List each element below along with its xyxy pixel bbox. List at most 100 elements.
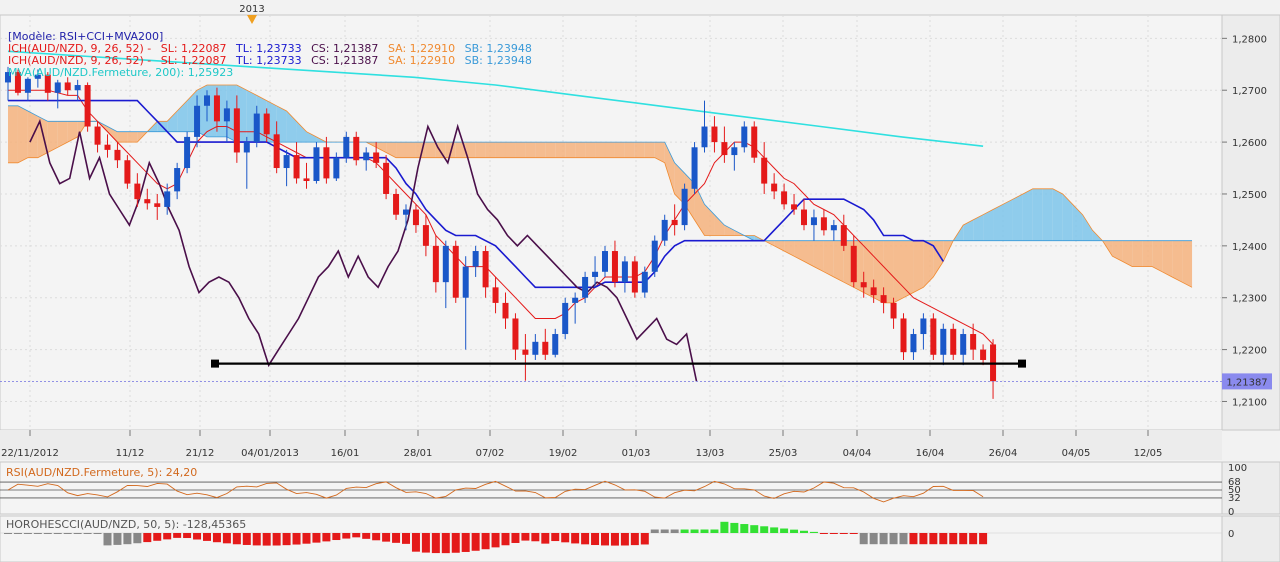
candle-body xyxy=(74,85,81,91)
cloud-segment xyxy=(485,142,496,158)
cci-bar xyxy=(451,533,460,553)
rsi-tick-label: 100 xyxy=(1228,463,1247,474)
x-tick-label: 04/01/2013 xyxy=(241,448,299,459)
x-tick-label: 22/11/2012 xyxy=(1,448,59,459)
mva200-line xyxy=(7,50,984,147)
year-marker-icon[interactable] xyxy=(247,15,257,24)
cci-bar xyxy=(133,533,142,544)
candle-body xyxy=(631,261,638,293)
main-axis-panel xyxy=(1221,14,1280,431)
cci-bar xyxy=(849,533,858,534)
cci-bar xyxy=(173,533,182,538)
cloud-segment xyxy=(515,142,526,158)
cloud-segment xyxy=(406,142,416,158)
cci-label: HOROHESCCI(AUD/NZD, 50, 5): -128,45365 xyxy=(6,518,246,531)
cci-bar xyxy=(282,533,291,546)
candle-body xyxy=(820,217,827,231)
legend-sb: SB: 1,23948 xyxy=(464,54,532,67)
cci-bar xyxy=(203,533,211,541)
cci-bar xyxy=(909,533,918,545)
candle-body xyxy=(731,147,738,156)
cci-bar xyxy=(879,533,888,545)
cloud-segment xyxy=(605,142,615,158)
y-tick-label: 1,2800 xyxy=(1232,34,1267,45)
candles xyxy=(5,66,997,399)
legend-sl: SL: 1,22087 xyxy=(160,54,227,67)
cloud-segment xyxy=(794,240,804,262)
cloud-segment xyxy=(276,105,287,143)
cci-bar xyxy=(392,533,401,543)
x-tick-label: 21/12 xyxy=(186,448,215,459)
cci-bar xyxy=(491,533,500,548)
candle-body xyxy=(283,155,290,169)
candle-body xyxy=(850,245,857,283)
candle-body xyxy=(860,282,867,288)
cloud-segment xyxy=(1112,240,1123,262)
cci-bar xyxy=(660,529,669,533)
cci-bar xyxy=(83,533,92,534)
cci-bar xyxy=(53,533,62,534)
legend-cs: CS: 1,21387 xyxy=(311,42,379,55)
candle-body xyxy=(383,162,390,194)
candle-body xyxy=(701,126,708,148)
rsi-label: RSI(AUD/NZD.Fermeture, 5): 24,20 xyxy=(6,466,197,479)
candle-body xyxy=(711,126,718,143)
cloud-segment xyxy=(535,142,546,158)
cloud-segment xyxy=(973,214,984,241)
cci-bar xyxy=(183,533,192,539)
cci-bar xyxy=(780,528,789,533)
cci-bar xyxy=(561,533,570,543)
cci-bar xyxy=(103,533,112,546)
cci-bar xyxy=(610,533,619,546)
cci-bar xyxy=(481,533,490,550)
candle-body xyxy=(293,155,300,179)
cci-bar xyxy=(670,529,679,533)
cloud-segment xyxy=(475,142,486,158)
cci-bar xyxy=(770,527,779,533)
y-tick-label: 1,2500 xyxy=(1232,190,1267,201)
candle-body xyxy=(442,245,449,283)
cloud-segment xyxy=(1132,240,1143,267)
cci-bar xyxy=(93,533,102,534)
last-price-label: 1,21387 xyxy=(1226,377,1267,388)
cloud-segment xyxy=(813,240,824,272)
candle-body xyxy=(512,318,519,350)
model-label-text: [Modèle: RSI+CCI+MVA200] xyxy=(8,30,164,43)
cloud-segment xyxy=(704,204,715,236)
candle-body xyxy=(114,149,121,161)
candle-body xyxy=(621,261,628,283)
candle-body xyxy=(791,204,798,210)
cloud-segment xyxy=(286,110,297,143)
cci-bar xyxy=(193,533,202,540)
cloud-segment xyxy=(67,121,78,143)
candle-body xyxy=(910,334,917,353)
candle-body xyxy=(432,245,439,283)
cci-bar xyxy=(710,529,719,533)
x-tick-label: 26/04 xyxy=(989,448,1018,459)
legend-ich-line-2: ICH(AUD/NZD, 9, 26, 52) - SL: 1,22087 TL… xyxy=(8,54,538,67)
year-marker-label: 2013 xyxy=(239,4,264,15)
cci-bar xyxy=(302,533,311,544)
cci-bar xyxy=(212,533,221,543)
cci-bar xyxy=(471,533,480,551)
candle-body xyxy=(194,105,201,137)
cloud-segment xyxy=(1032,188,1043,241)
candle-body xyxy=(134,183,141,200)
support-handle-left xyxy=(211,359,219,368)
candle-body xyxy=(44,74,51,93)
candle-body xyxy=(94,126,101,145)
cloud-segment xyxy=(823,240,834,277)
legend-ich-name: ICH(AUD/NZD, 9, 26, 52) - xyxy=(8,42,152,55)
candle-body xyxy=(532,341,539,355)
cloud-segment xyxy=(1142,240,1153,267)
candle-body xyxy=(204,95,210,106)
legend-sa: SA: 1,22910 xyxy=(387,54,456,67)
overlay: 1,21387 xyxy=(0,359,1272,390)
legend-mva-line: MVA(AUD/NZD.Fermeture, 200): 1,25923 xyxy=(8,66,239,79)
candle-body xyxy=(403,209,409,215)
cci-bar xyxy=(382,533,391,542)
cci-bar xyxy=(73,533,82,534)
cci-bar xyxy=(939,533,948,545)
cloud-segment xyxy=(306,131,317,143)
